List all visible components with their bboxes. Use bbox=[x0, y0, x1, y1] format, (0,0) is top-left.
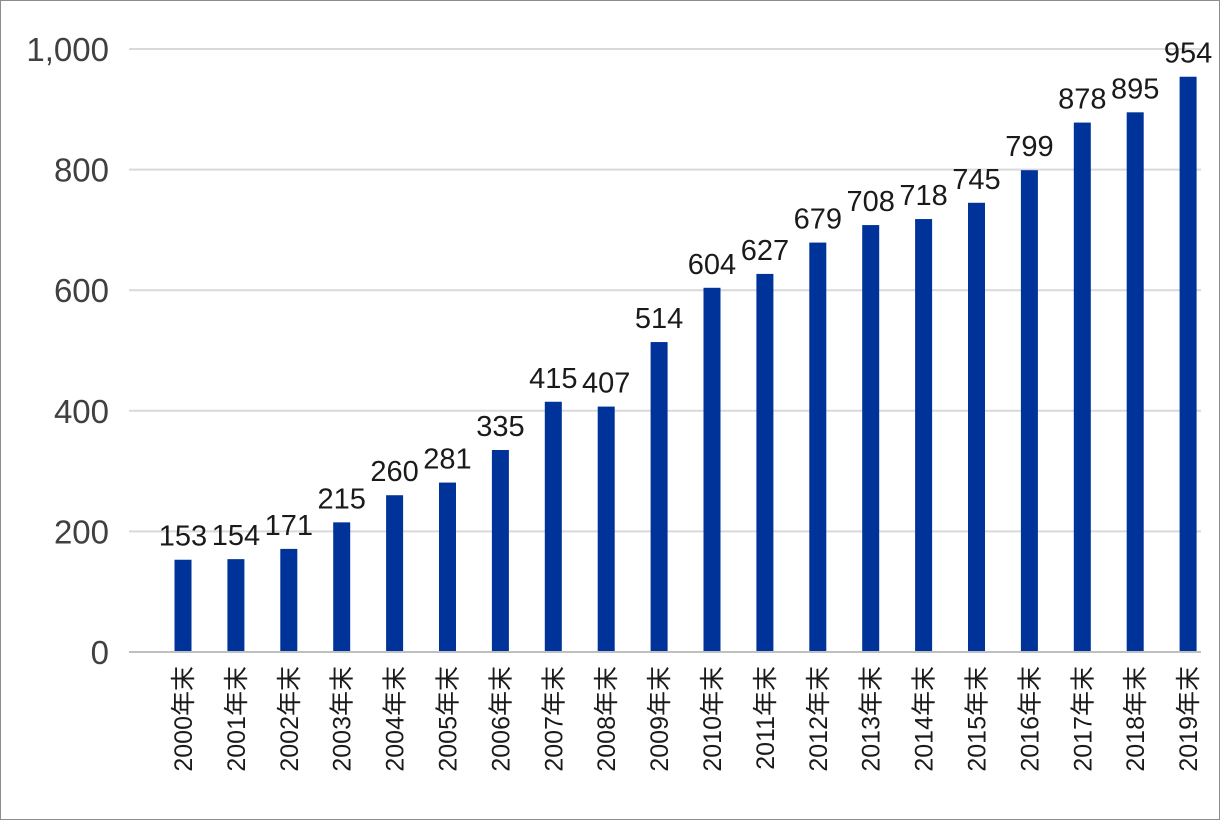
data-label: 154 bbox=[212, 520, 260, 552]
bar bbox=[597, 406, 615, 652]
data-label: 708 bbox=[847, 186, 895, 218]
data-label: 415 bbox=[529, 363, 577, 395]
category-label: 2005年末 bbox=[435, 666, 463, 772]
category-label: 2010年末 bbox=[699, 666, 727, 772]
y-tick-label: 600 bbox=[54, 272, 109, 309]
bar bbox=[756, 273, 774, 652]
bar bbox=[1179, 76, 1197, 653]
data-label: 627 bbox=[741, 235, 789, 267]
category-label: 2015年末 bbox=[964, 666, 992, 772]
data-label: 799 bbox=[1005, 131, 1053, 163]
category-label: 2007年末 bbox=[540, 666, 568, 772]
category-label: 2003年末 bbox=[329, 666, 357, 772]
bar bbox=[174, 559, 192, 652]
category-label: 2000年末 bbox=[170, 666, 198, 772]
category-label: 2014年末 bbox=[911, 666, 939, 772]
bar bbox=[227, 559, 245, 652]
category-label: 2002年末 bbox=[276, 666, 304, 772]
data-label: 679 bbox=[794, 204, 842, 236]
data-label: 153 bbox=[159, 521, 207, 553]
category-label: 2013年末 bbox=[858, 666, 886, 772]
data-label: 407 bbox=[582, 368, 630, 400]
data-label: 604 bbox=[688, 249, 736, 281]
bar bbox=[1020, 170, 1038, 652]
bar bbox=[280, 548, 298, 652]
y-tick-label: 400 bbox=[54, 393, 109, 430]
category-label: 2004年末 bbox=[382, 666, 410, 772]
category-label: 2006年末 bbox=[487, 666, 515, 772]
category-label: 2016年末 bbox=[1016, 666, 1044, 772]
bar bbox=[915, 219, 933, 652]
bar bbox=[1126, 112, 1144, 652]
bar bbox=[333, 522, 351, 652]
bar bbox=[703, 287, 721, 652]
category-label: 2008年末 bbox=[593, 666, 621, 772]
y-tick-label: 800 bbox=[54, 152, 109, 189]
data-label: 281 bbox=[423, 444, 471, 476]
y-axis-tick-labels: 0 200 400 600 800 1,000 bbox=[26, 31, 109, 671]
y-tick-label: 1,000 bbox=[26, 31, 109, 68]
bar bbox=[650, 342, 668, 652]
bar bbox=[862, 225, 880, 653]
bar bbox=[439, 482, 456, 652]
y-tick-label: 0 bbox=[91, 634, 109, 671]
bar bbox=[544, 401, 562, 652]
x-axis-category-labels: 2000年末 2001年末 2002年末 2003年末 2004年末 2005年末 2006… bbox=[170, 666, 1203, 772]
data-label: 745 bbox=[952, 164, 1000, 196]
bar bbox=[809, 242, 827, 653]
data-label: 260 bbox=[370, 456, 418, 488]
bar bbox=[491, 449, 509, 652]
bar bbox=[1073, 122, 1091, 653]
category-label: 2009年末 bbox=[646, 666, 674, 772]
data-label: 215 bbox=[318, 483, 366, 515]
data-label: 878 bbox=[1058, 84, 1106, 116]
category-label: 2019年末 bbox=[1175, 666, 1203, 772]
data-label: 171 bbox=[265, 510, 313, 542]
data-label: 895 bbox=[1111, 73, 1159, 105]
category-label: 2017年末 bbox=[1069, 666, 1097, 772]
category-label: 2012年末 bbox=[805, 666, 833, 772]
data-label: 335 bbox=[476, 411, 524, 443]
data-label: 514 bbox=[635, 303, 683, 335]
bars bbox=[174, 76, 1197, 653]
category-label: 2018年末 bbox=[1122, 666, 1150, 772]
data-label: 718 bbox=[899, 180, 947, 212]
data-label: 954 bbox=[1164, 38, 1212, 70]
bar bbox=[386, 495, 404, 652]
category-label: 2011年末 bbox=[752, 666, 780, 770]
bar bbox=[968, 202, 985, 652]
category-label: 2001年末 bbox=[223, 666, 251, 772]
y-tick-label: 200 bbox=[54, 513, 109, 550]
